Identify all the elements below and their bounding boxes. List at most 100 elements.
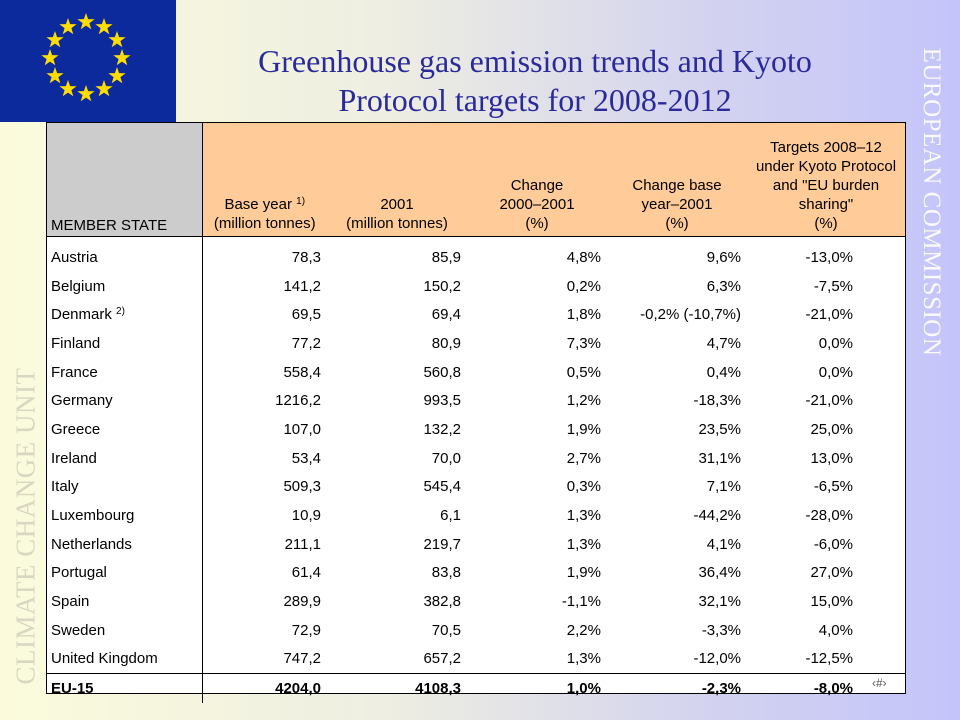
value-2001: 6,1	[440, 507, 461, 525]
change-base-year-value: 0,4%	[706, 363, 741, 381]
change-2000-2001-value: 1,3%	[566, 535, 601, 553]
table-row: Sweden 72,9 70,5 2,2% -3,3% 4,0%	[47, 615, 905, 645]
member-state-label: Portugal	[51, 564, 107, 582]
change-base-year-value: -0,2% (-10,7%)	[640, 306, 741, 324]
base-year-value: 141,2	[283, 277, 321, 295]
base-year-value: 211,1	[284, 535, 321, 553]
member-state-name: Greece	[47, 415, 203, 444]
table-row: Luxembourg 10,9 6,1 1,3% -44,2% -28,0%	[47, 501, 905, 530]
kyoto-target-value: 27,0%	[810, 564, 853, 582]
member-state-label: France	[51, 363, 98, 381]
member-state-label: Finland	[51, 334, 101, 352]
kyoto-target-value: 0,0%	[818, 363, 853, 381]
member-state-name: France	[47, 357, 203, 387]
base-year-value: 69,5	[291, 306, 321, 324]
member-state-name: Denmark 2)	[47, 300, 203, 330]
change-2000-2001-value: 1,3%	[566, 507, 601, 525]
kyoto-target-value: -28,0%	[805, 507, 853, 525]
eu-stars-circle-icon	[41, 13, 131, 102]
table-row: Portugal 61,4 83,8 1,9% 36,4% 27,0%	[47, 558, 905, 588]
kyoto-target-value: -21,0%	[805, 306, 853, 324]
value-2001: 219,7	[423, 535, 461, 553]
kyoto-target-value: -21,0%	[805, 392, 853, 410]
header-2001: 2001 (million tonnes)	[327, 123, 467, 237]
change-base-year-value: 4,1%	[706, 535, 741, 553]
title-line-1: Greenhouse gas emission trends and Kyoto	[258, 43, 812, 79]
base-year-value: 78,3	[291, 248, 321, 266]
kyoto-target-value: 4,0%	[818, 621, 853, 639]
change-base-year-value: 4,7%	[706, 334, 741, 352]
base-year-value: 53,4	[291, 449, 321, 467]
member-state-label: Austria	[51, 248, 98, 266]
side-label-right: EUROPEAN COMMISSION	[906, 6, 956, 398]
eu-flag-logo	[0, 0, 176, 122]
member-state-name: Sweden	[47, 615, 203, 645]
member-state-label: Germany	[51, 392, 113, 410]
change-2000-2001-value: 0,5%	[566, 363, 601, 381]
kyoto-target-value: -6,0%	[813, 535, 853, 553]
base-year-value: 289,9	[283, 593, 321, 611]
member-state-name: Belgium	[47, 271, 203, 301]
table-row: Austria 78,3 85,9 4,8% 9,6% -13,0%	[47, 243, 905, 272]
change-2000-2001-value: 2,7%	[566, 449, 601, 467]
member-state-name: Ireland	[47, 443, 203, 473]
base-year-value: 509,3	[283, 478, 321, 496]
change-base-year-value: -3,3%	[701, 621, 741, 639]
value-2001: 560,8	[423, 363, 461, 381]
change-2000-2001-value: 1,2%	[566, 392, 601, 410]
value-2001: 657,2	[423, 650, 461, 668]
base-year-value: 1216,2	[275, 392, 321, 410]
page-title: Greenhouse gas emission trends and Kyoto…	[190, 42, 880, 120]
change-base-year-value: 23,5%	[698, 420, 741, 438]
table-row: Spain 289,9 382,8 -1,1% 32,1% 15,0%	[47, 587, 905, 616]
table-row: United Kingdom 747,2 657,2 1,3% -12,0% -12,5%	[47, 644, 905, 674]
kyoto-target-value: 25,0%	[810, 420, 853, 438]
value-2001: 69,4	[431, 306, 461, 324]
change-base-year-value: 32,1%	[698, 593, 741, 611]
change-2000-2001-value: 4,8%	[566, 248, 601, 266]
kyoto-target-value: -12,5%	[805, 650, 853, 668]
title-line-2: Protocol targets for 2008-2012	[338, 82, 732, 118]
table-row: Italy 509,3 545,4 0,3% 7,1% -6,5%	[47, 472, 905, 502]
member-state-name: United Kingdom	[47, 644, 203, 674]
change-2000-2001-value: 2,2%	[566, 621, 601, 639]
kyoto-target-value: 13,0%	[810, 449, 853, 467]
change-base-year-value: 9,6%	[706, 248, 741, 266]
member-state-name: Spain	[47, 587, 203, 616]
base-year-value: 107,0	[283, 420, 321, 438]
emissions-table-container: MEMBER STATE Base year 1) (million tonne…	[46, 122, 906, 703]
member-state-name: Netherlands	[47, 529, 203, 559]
table-header-row: MEMBER STATE Base year 1) (million tonne…	[47, 123, 905, 237]
value-2001: 150,2	[423, 277, 461, 295]
member-state-label: Spain	[51, 593, 90, 611]
member-state-label: Belgium	[51, 277, 106, 295]
side-label-left: CLIMATE CHANGE UNIT	[4, 340, 48, 712]
header-change-base-year-2001: Change base year–2001 (%)	[607, 123, 747, 237]
member-state-label: Italy	[51, 478, 79, 496]
value-2001: 132,2	[423, 420, 461, 438]
table-row: Greece 107,0 132,2 1,9% 23,5% 25,0%	[47, 415, 905, 444]
emissions-table: MEMBER STATE Base year 1) (million tonne…	[47, 123, 905, 703]
table-row: Denmark 2) 69,5 69,4 1,8% -0,2% (-10,7%) -21,…	[47, 300, 905, 330]
kyoto-target-value: -13,0%	[805, 248, 853, 266]
table-row: Ireland 53,4 70,0 2,7% 31,1% 13,0%	[47, 443, 905, 473]
table-spacer-row	[47, 236, 905, 243]
value-2001: 80,9	[431, 334, 461, 352]
footnote-marker: 2)	[116, 306, 125, 318]
slide-number: ‹#›	[872, 676, 887, 690]
change-2000-2001-value: 1,3%	[566, 650, 601, 668]
kyoto-target-value: -6,5%	[813, 478, 853, 496]
change-2000-2001-value: 7,3%	[566, 334, 601, 352]
member-state-label: United Kingdom	[51, 650, 158, 668]
member-state-name: Austria	[47, 243, 203, 272]
header-kyoto-targets: Targets 2008–12 under Kyoto Protocol and…	[747, 123, 905, 237]
base-year-value: 77,2	[291, 334, 321, 352]
base-year-value: 72,9	[291, 621, 321, 639]
change-base-year-value: -12,0%	[693, 650, 741, 668]
change-2000-2001-value: 0,2%	[566, 277, 601, 295]
base-year-value: 747,2	[283, 650, 321, 668]
value-2001: 70,0	[431, 449, 461, 467]
header-member-state: MEMBER STATE	[47, 123, 203, 237]
base-year-value: 558,4	[283, 363, 321, 381]
kyoto-target-value: -7,5%	[813, 277, 853, 295]
